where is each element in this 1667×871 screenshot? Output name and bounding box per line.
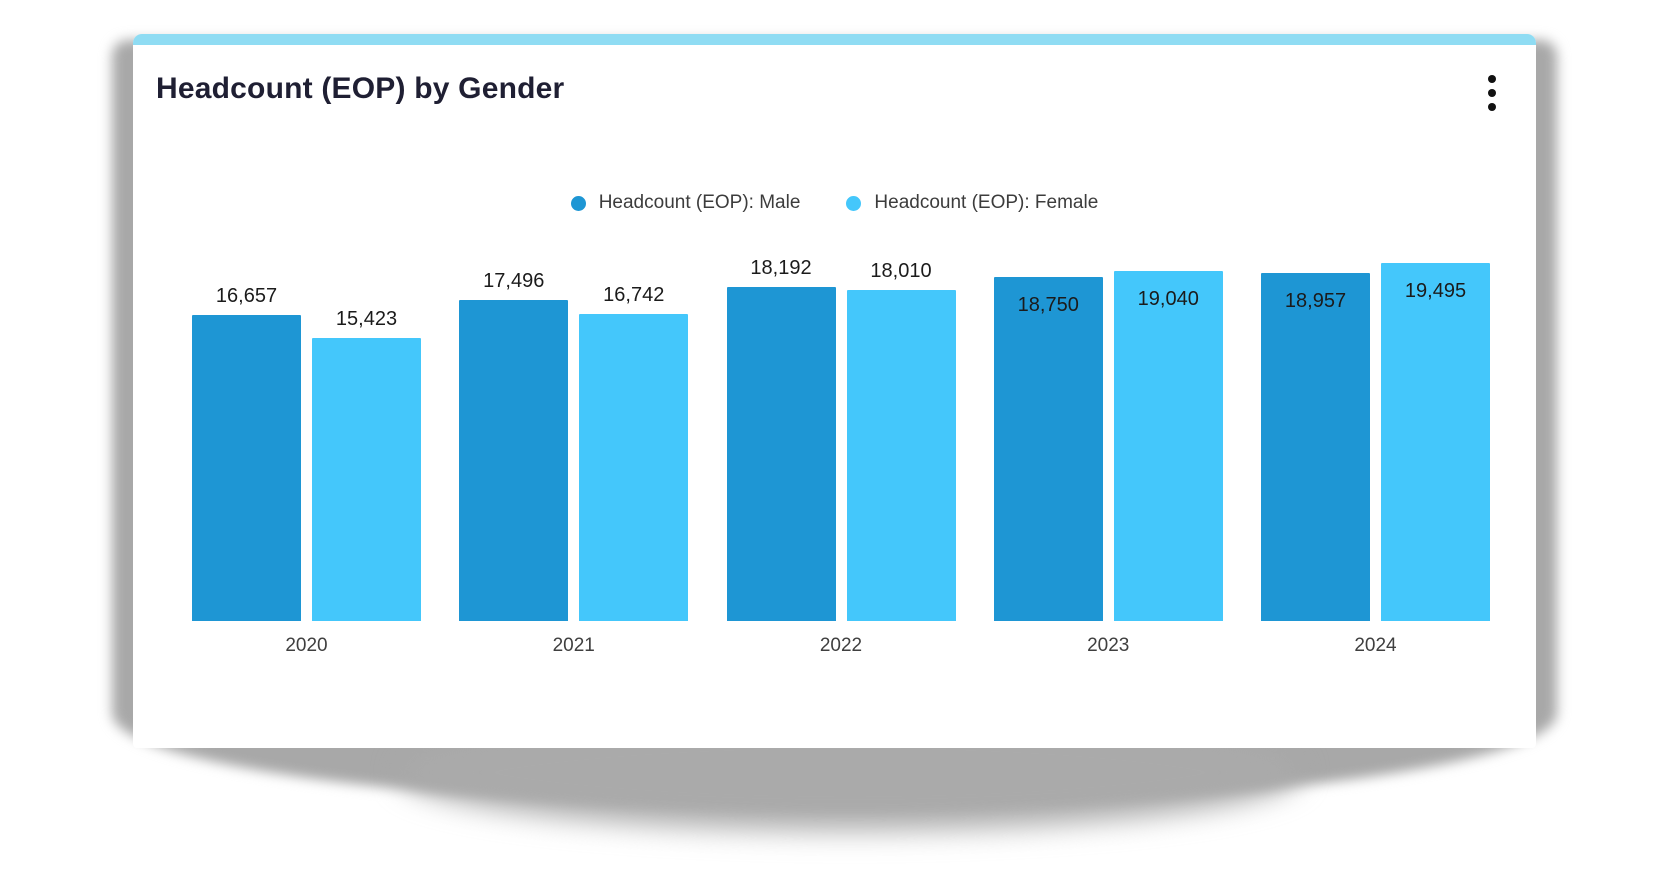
value-label: 18,192 bbox=[750, 257, 812, 279]
bar-male-2022[interactable] bbox=[726, 287, 836, 621]
bars-row: 17,496 16,742 bbox=[459, 263, 689, 621]
legend-dot-icon bbox=[846, 195, 862, 211]
legend-dot-icon bbox=[570, 195, 586, 211]
bar-group-2023: 18,750 19,040 2023 bbox=[993, 263, 1223, 657]
kebab-dot bbox=[1488, 103, 1496, 111]
x-axis-label-2022: 2022 bbox=[819, 635, 863, 656]
value-label: 18,010 bbox=[870, 260, 932, 282]
value-label: 16,657 bbox=[215, 285, 278, 307]
bar-male-2023[interactable] bbox=[993, 277, 1103, 621]
value-label: 19,495 bbox=[1404, 280, 1467, 302]
bar-wrap: 17,496 bbox=[459, 263, 569, 621]
x-axis-label-2020: 2020 bbox=[285, 635, 328, 656]
bars-row: 18,192 18,010 bbox=[726, 257, 956, 621]
value-label: 17,496 bbox=[483, 270, 545, 292]
bar-group-2024: 18,957 19,495 2024 bbox=[1261, 263, 1490, 657]
bar-wrap: 19,040 bbox=[1113, 263, 1223, 621]
bar-male-2024[interactable] bbox=[1261, 273, 1370, 621]
bar-wrap: 15,423 bbox=[312, 263, 421, 621]
bars-row: 18,750 19,040 bbox=[993, 263, 1223, 621]
legend-label: Headcount (EOP): Male bbox=[598, 192, 801, 213]
value-label: 15,423 bbox=[335, 308, 398, 330]
x-axis-label-2023: 2023 bbox=[1087, 635, 1130, 656]
bar-wrap: 18,750 bbox=[993, 263, 1103, 621]
value-label: 18,957 bbox=[1284, 290, 1347, 312]
bar-chart: 16,657 15,423 2020 17,496 16,742 2021 18,192 18… bbox=[192, 257, 1490, 657]
bar-female-2022[interactable] bbox=[846, 290, 956, 621]
legend-item-female[interactable]: Headcount (EOP): Female bbox=[846, 192, 1098, 214]
bar-wrap: 16,742 bbox=[579, 263, 689, 621]
bar-wrap: 18,192 bbox=[726, 257, 836, 621]
chart-card: Headcount (EOP) by Gender Headcount (EOP… bbox=[133, 34, 1536, 748]
bar-wrap: 19,495 bbox=[1381, 263, 1490, 621]
page-title: Headcount (EOP) by Gender bbox=[156, 72, 565, 105]
legend-item-male[interactable]: Headcount (EOP): Male bbox=[570, 192, 801, 214]
bar-male-2020[interactable] bbox=[192, 315, 301, 621]
kebab-dot bbox=[1488, 89, 1496, 97]
bar-female-2023[interactable] bbox=[1113, 271, 1223, 621]
chart-legend: Headcount (EOP): Male Headcount (EOP): Fe… bbox=[133, 192, 1536, 214]
bar-wrap: 18,957 bbox=[1261, 263, 1370, 621]
bar-group-2022: 18,192 18,010 2022 bbox=[726, 257, 956, 657]
x-axis-label-2024: 2024 bbox=[1354, 635, 1397, 656]
value-label: 19,040 bbox=[1137, 288, 1199, 310]
bar-female-2020[interactable] bbox=[312, 338, 421, 621]
value-label: 16,742 bbox=[603, 284, 665, 306]
x-axis-label-2021: 2021 bbox=[552, 635, 595, 656]
bar-male-2021[interactable] bbox=[459, 300, 569, 621]
bars-row: 16,657 15,423 bbox=[192, 263, 421, 621]
kebab-dot bbox=[1488, 75, 1496, 83]
bar-wrap: 16,657 bbox=[192, 263, 301, 621]
bar-female-2024[interactable] bbox=[1381, 263, 1490, 621]
bar-group-2021: 17,496 16,742 2021 bbox=[459, 263, 689, 657]
bar-wrap: 18,010 bbox=[846, 260, 956, 621]
kebab-menu-icon[interactable] bbox=[1478, 70, 1506, 116]
card-accent-bar bbox=[133, 34, 1536, 45]
bar-group-2020: 16,657 15,423 2020 bbox=[192, 263, 421, 657]
bar-female-2021[interactable] bbox=[579, 314, 689, 621]
legend-label: Headcount (EOP): Female bbox=[874, 192, 1099, 213]
value-label: 18,750 bbox=[1017, 294, 1079, 316]
bars-row: 18,957 19,495 bbox=[1261, 263, 1490, 621]
